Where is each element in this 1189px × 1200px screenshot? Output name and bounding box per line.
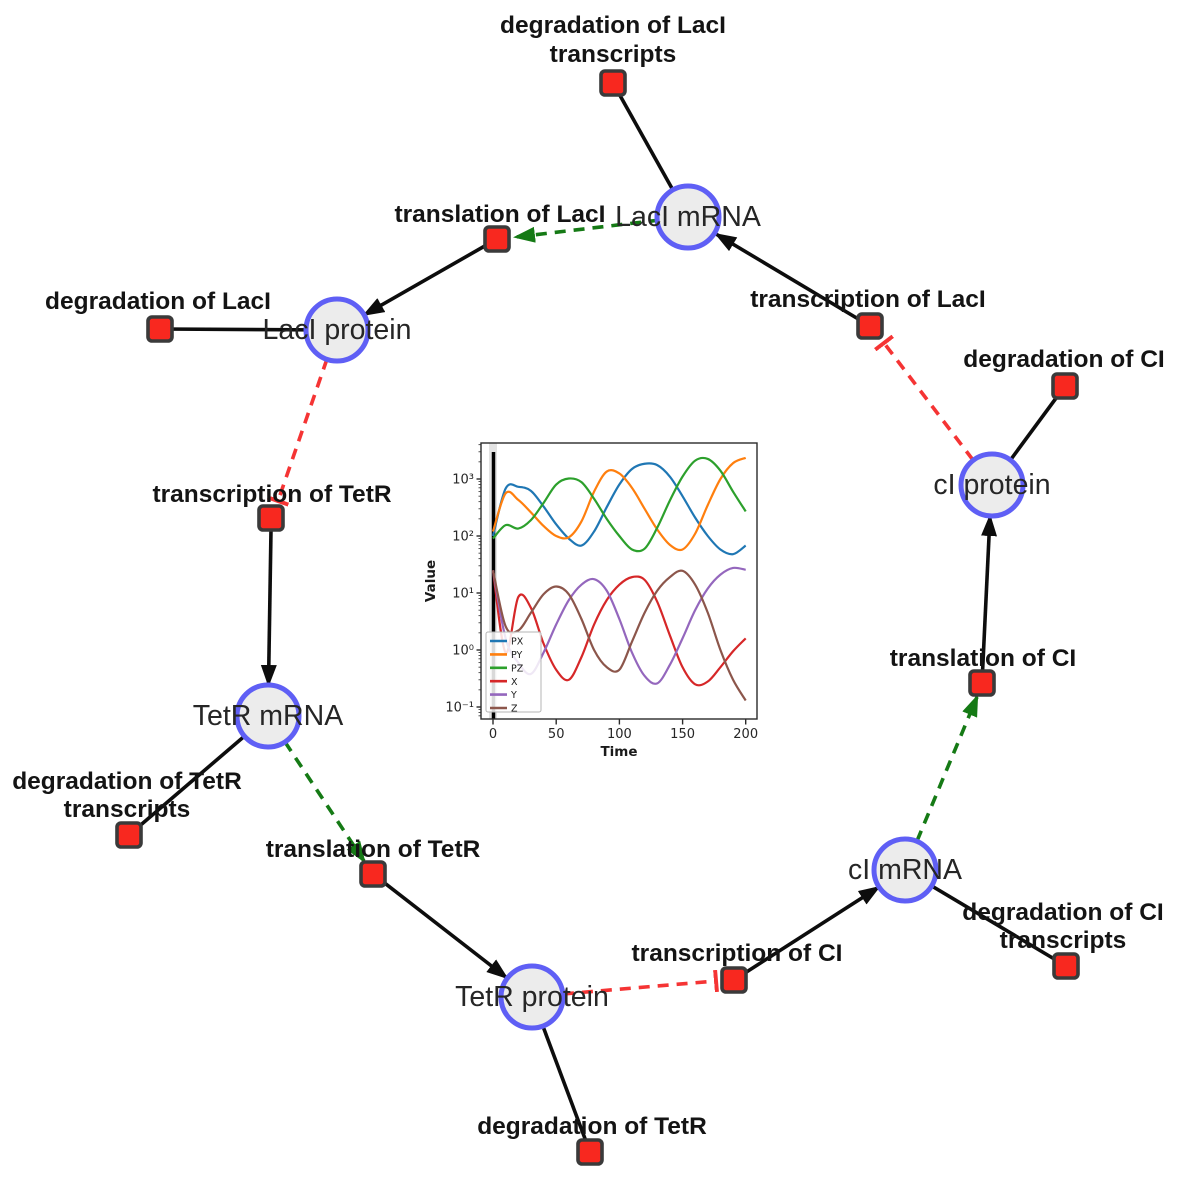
reaction-node-degradation-laci-transcripts	[599, 69, 627, 97]
reaction-node-degradation-ci	[1051, 372, 1079, 400]
curve-px	[491, 462, 747, 556]
legend-box	[485, 631, 542, 713]
label-degradation-tetr-transcripts-1: degradation of TetR	[12, 768, 242, 795]
reaction-node-translation-ci	[968, 669, 996, 697]
legend-label-z: Z	[511, 704, 518, 715]
label-tetr-mrna: TetR mRNA	[193, 700, 343, 732]
edge-laciprotein-transcrtetr-inhibition	[266, 358, 329, 507]
label-laci-protein: LacI protein	[263, 314, 412, 346]
label-transcription-laci: transcription of LacI	[750, 286, 986, 313]
species-node-laci-mrna	[654, 183, 722, 251]
species-nodes	[234, 183, 1026, 1031]
edge-transcrlaci-lacimrna-arrow	[714, 232, 871, 328]
species-node-ci-mrna	[871, 836, 939, 904]
plot-legend: PX PY PZ X Y Z	[485, 631, 542, 715]
reaction-node-transcription-ci	[720, 966, 748, 994]
label-translation-tetr: translation of TetR	[266, 836, 481, 863]
reaction-node-translation-tetr	[359, 860, 387, 888]
label-transcription-ci: transcription of CI	[632, 940, 843, 967]
x-axis-label: Time	[600, 744, 637, 760]
reaction-node-degradation-tetr-transcripts	[115, 821, 143, 849]
reaction-labels: degradation of LacI transcripts translat…	[12, 12, 1165, 1140]
x-tick-200: 200	[733, 727, 758, 742]
species-node-ci-protein	[958, 451, 1026, 519]
label-degradation-ci-transcripts-1: degradation of CI	[962, 899, 1163, 926]
label-tetr-protein: TetR protein	[455, 981, 609, 1013]
label-translation-laci: translation of LacI	[394, 201, 605, 228]
label-degradation-ci: degradation of CI	[963, 346, 1164, 373]
x-tick-150: 150	[670, 727, 695, 742]
edge-ciprotein-transcrlaci-inhibition	[874, 334, 975, 462]
label-degradation-laci: degradation of LacI	[45, 288, 271, 315]
reaction-node-degradation-ci-transcripts	[1052, 952, 1080, 980]
edge-cimrna-translci-modifier	[915, 694, 979, 842]
reaction-node-translation-laci	[483, 225, 511, 253]
label-degradation-laci-transcripts-2: transcripts	[550, 41, 677, 68]
label-degradation-tetr-transcripts-2: transcripts	[64, 796, 191, 823]
x-tick-50: 50	[548, 727, 565, 742]
reaction-node-degradation-tetr	[576, 1138, 604, 1166]
label-ci-protein: cI protein	[933, 469, 1050, 501]
label-degradation-tetr: degradation of TetR	[477, 1113, 707, 1140]
edge-tetrmrna-transltetr-modifier	[283, 741, 366, 864]
x-tick-0: 0	[489, 727, 497, 742]
species-node-tetr-mrna	[234, 682, 302, 750]
label-degradation-ci-transcripts-2: transcripts	[1000, 927, 1127, 954]
x-tick-100: 100	[607, 727, 632, 742]
edge-translaci-laciprotein-arrow	[362, 237, 498, 317]
edge-transcrtetr-tetrmrna-arrow	[260, 529, 277, 687]
legend-label-py: PY	[511, 650, 523, 661]
x-axis: 0 50 100 150 200 Time	[489, 719, 758, 760]
reaction-node-degradation-laci	[146, 315, 174, 343]
curve-z	[491, 569, 747, 702]
edge-transcrci-cimrna-arrow	[733, 885, 881, 982]
y-tick-1e1: 10¹	[452, 587, 474, 602]
y-tick-1e3: 10³	[452, 473, 474, 488]
reaction-nodes	[115, 69, 1080, 1166]
species-node-tetr-protein	[498, 963, 566, 1031]
y-tick-1e0: 10⁰	[452, 644, 474, 659]
plot-curves	[491, 456, 747, 702]
edge-tetrprotein-transcrci-inhibition	[562, 969, 719, 996]
species-labels: LacI mRNA LacI protein TetR mRNA TetR pr…	[193, 201, 1051, 1013]
y-tick-1em1: 10⁻¹	[445, 701, 474, 716]
curve-pz	[492, 456, 747, 553]
label-degradation-laci-transcripts-1: degradation of LacI	[500, 12, 726, 39]
legend-label-pz: PZ	[511, 663, 524, 674]
edge-translci-ciprotein-arrow	[980, 514, 998, 684]
label-translation-ci: translation of CI	[890, 645, 1076, 672]
curve-x	[491, 570, 747, 687]
legend-label-y: Y	[510, 690, 517, 701]
species-node-laci-protein	[303, 296, 371, 364]
legend-label-x: X	[511, 677, 518, 688]
label-transcription-tetr: transcription of TetR	[152, 481, 391, 508]
reaction-node-transcription-tetr	[257, 504, 285, 532]
y-tick-1e2: 10²	[452, 530, 474, 545]
edge-transltetr-tetrprotein-arrow	[371, 872, 509, 980]
reaction-node-transcription-laci	[856, 312, 884, 340]
inset-plot: 0 50 100 150 200 Time 10³ 10² 10¹ 10⁰ 10…	[423, 437, 772, 762]
y-axis: 10³ 10² 10¹ 10⁰ 10⁻¹ Value	[423, 473, 481, 716]
legend-label-px: PX	[511, 637, 524, 648]
edge-lacimrna-translaci-modifier	[513, 218, 661, 243]
label-laci-mrna: LacI mRNA	[615, 201, 761, 233]
label-ci-mrna: cI mRNA	[848, 854, 962, 886]
y-axis-label: Value	[423, 560, 439, 602]
